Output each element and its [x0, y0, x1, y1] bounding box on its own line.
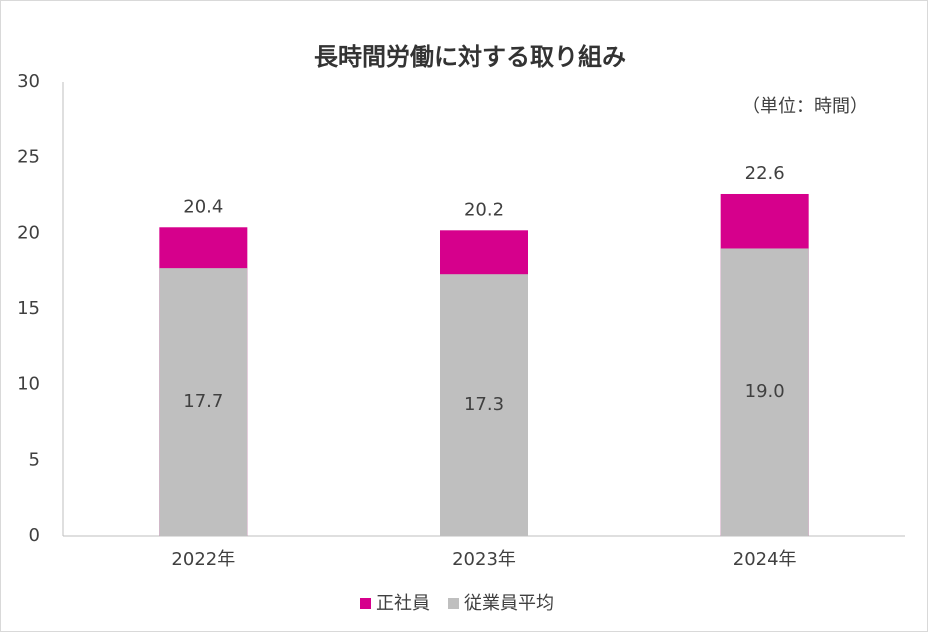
- y-tick-label: 30: [17, 71, 40, 92]
- bar: [720, 248, 809, 536]
- x-tick-label: 2022年: [171, 549, 235, 570]
- data-label: 19.0: [745, 381, 785, 402]
- legend-swatch: [360, 598, 371, 609]
- bar: [159, 268, 248, 536]
- y-tick-label: 20: [17, 222, 40, 243]
- x-tick-label: 2024年: [733, 549, 797, 570]
- legend-swatch: [448, 598, 459, 609]
- data-label: 17.7: [183, 391, 223, 412]
- y-tick-label: 25: [17, 147, 40, 168]
- y-tick-label: 0: [29, 525, 40, 546]
- data-label: 20.4: [183, 196, 223, 217]
- y-tick-label: 10: [17, 374, 40, 395]
- bar: [440, 274, 528, 536]
- legend-label: 正社員: [376, 593, 430, 614]
- data-label: 22.6: [745, 163, 785, 184]
- x-tick-label: 2023年: [452, 549, 516, 570]
- y-tick-label: 15: [17, 298, 40, 319]
- data-label: 17.3: [464, 394, 504, 415]
- data-label: 20.2: [464, 199, 504, 220]
- legend-label: 従業員平均: [464, 593, 554, 614]
- chart-title: 長時間労働に対する取り組み: [314, 43, 626, 71]
- unit-annotation: （単位：時間）: [742, 96, 868, 117]
- y-tick-label: 5: [29, 449, 40, 470]
